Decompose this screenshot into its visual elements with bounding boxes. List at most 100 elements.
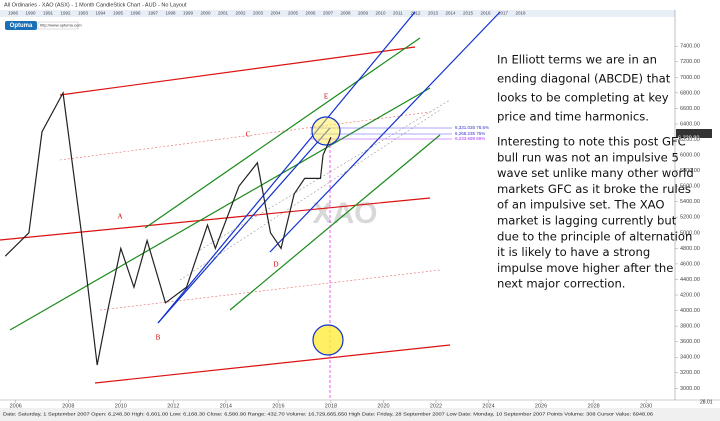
annotation-line: price and time harmonics. <box>497 110 649 124</box>
y-tick-label: 4200.00 <box>680 292 700 298</box>
x-tick-label: 2030 <box>640 403 652 409</box>
price-tag <box>676 129 712 138</box>
status-text: Date: Saturday, 1 September 2007 Open: 6… <box>3 411 653 417</box>
x-tick-label: 2008 <box>62 403 74 409</box>
blue-line <box>269 11 501 253</box>
time-circle <box>312 324 344 356</box>
x-tick-label: 2020 <box>377 403 389 409</box>
timeline-strip <box>0 10 675 17</box>
timeline-label: 2016 <box>481 11 492 16</box>
green-line <box>9 87 431 331</box>
y-tick-label: 6800.00 <box>680 90 700 96</box>
y-tick-label: 3000.00 <box>680 386 700 392</box>
annotation-line: impulse move higher after the <box>497 261 673 275</box>
annotation-line: Interesting to note this post GFC <box>497 135 686 149</box>
annotation-line: next major correction. <box>497 277 625 291</box>
timeline-label: 1999 <box>183 11 194 16</box>
annotation-line: of an impulsive set. The XAO <box>497 198 665 212</box>
logo-badge <box>5 21 37 30</box>
url-box <box>37 21 79 30</box>
timeline-label: 2012 <box>411 11 422 16</box>
x-tick-label: 2006 <box>10 403 22 409</box>
y-tick-label: 4000.00 <box>680 308 700 314</box>
red-dashed <box>99 269 441 311</box>
url: http://www.optuma.com <box>40 23 82 28</box>
timeline-label: 2000 <box>201 11 212 16</box>
timeline-label: 2006 <box>306 11 317 16</box>
blue-line <box>157 127 331 324</box>
y-tick-label: 7200.00 <box>680 59 700 65</box>
annotation-line: market is lagging currently but <box>497 214 677 228</box>
x-tick-label: 2026 <box>535 403 547 409</box>
y-tick-label: 4600.00 <box>680 261 700 267</box>
logo: Optuma <box>10 23 33 29</box>
timeline-label: 2001 <box>218 11 229 16</box>
x-tick-label: 2024 <box>482 403 494 409</box>
timeline-label: 1996 <box>131 11 142 16</box>
wave-label: C <box>246 131 251 139</box>
annotation-line: markets GFC as it broke the rules <box>497 182 691 196</box>
y-tick-label: 6600.00 <box>680 106 700 112</box>
annotation-line: ending diagonal (ABCDE) that <box>497 72 671 86</box>
timeline-label: 2015 <box>463 11 474 16</box>
y-tick-label: 3200.00 <box>680 370 700 376</box>
target-circle <box>311 116 341 146</box>
wave-label: D <box>273 261 278 269</box>
red-line <box>0 197 431 241</box>
fib-label: 6,233.699 68% <box>455 136 485 141</box>
timeline-label: 1990 <box>26 11 37 16</box>
timeline-label: 1993 <box>78 11 89 16</box>
timeline-label: 1991 <box>43 11 54 16</box>
timeline-label: 2014 <box>446 11 457 16</box>
wave-label: E <box>324 93 328 101</box>
trend-lines <box>0 11 501 400</box>
timeline-label: 1997 <box>148 11 159 16</box>
fib-label: 6,331.035 78.6% <box>455 125 489 130</box>
status-bar <box>0 408 720 421</box>
y-tick-label: 3800.00 <box>680 324 700 330</box>
timeline-label: 1992 <box>61 11 72 16</box>
price-line <box>4 90 332 366</box>
price-tag-label: 6,229.80 <box>678 136 699 142</box>
y-tick-label: 7000.00 <box>680 75 700 81</box>
timeline-label: 2018 <box>516 11 527 16</box>
window-title: All Ordinaries - XAO (ASX) - 1 Month Can… <box>4 2 187 8</box>
y-tick-label: 5000.00 <box>680 230 700 236</box>
x-tick-label: 2028 <box>587 403 599 409</box>
y-tick-label: 5800.00 <box>680 168 700 174</box>
timeline-label: 1994 <box>96 11 107 16</box>
annotation-line: due to the principle of alternation <box>497 229 692 243</box>
timeline-label: 1998 <box>166 11 177 16</box>
timeline-label: 2004 <box>271 11 282 16</box>
timeline-label: 2002 <box>236 11 247 16</box>
fib-label: 6,268.235 75% <box>455 131 485 136</box>
y-tick-label: 4400.00 <box>680 277 700 283</box>
annotation-line: it is likely to have a strong <box>497 245 650 259</box>
y-tick-label: 6400.00 <box>680 121 700 127</box>
timeline-label: 2008 <box>341 11 352 16</box>
timeline-label: 2013 <box>428 11 439 16</box>
red-line <box>94 344 451 384</box>
x-tick-label: 2016 <box>272 403 284 409</box>
annotation-line: In Elliott terms we are in an <box>497 53 657 67</box>
y-tick-label: 3600.00 <box>680 339 700 345</box>
timeline-label: 1986 <box>8 11 19 16</box>
blue-line <box>157 11 416 324</box>
timeline-label: 2007 <box>323 11 334 16</box>
wave-label: A <box>117 213 122 221</box>
timeline-label: 2011 <box>393 11 403 16</box>
timeline-label: 2009 <box>358 11 369 16</box>
y-tick-label: 5200.00 <box>680 215 700 221</box>
annotation-line: looks to be completing at key <box>497 91 669 105</box>
annotation-line: bull run was not an impulsive 5 <box>497 150 679 164</box>
timeline-label: 2003 <box>253 11 264 16</box>
y-tick-label: 6000.00 <box>680 153 700 159</box>
red-line <box>59 46 416 96</box>
grey-dashed <box>199 99 451 251</box>
y-tick-label: 5400.00 <box>680 199 700 205</box>
wave-label: B <box>156 334 161 342</box>
status-right: 28.01 <box>700 399 713 405</box>
timeline-label: 1995 <box>113 11 124 16</box>
